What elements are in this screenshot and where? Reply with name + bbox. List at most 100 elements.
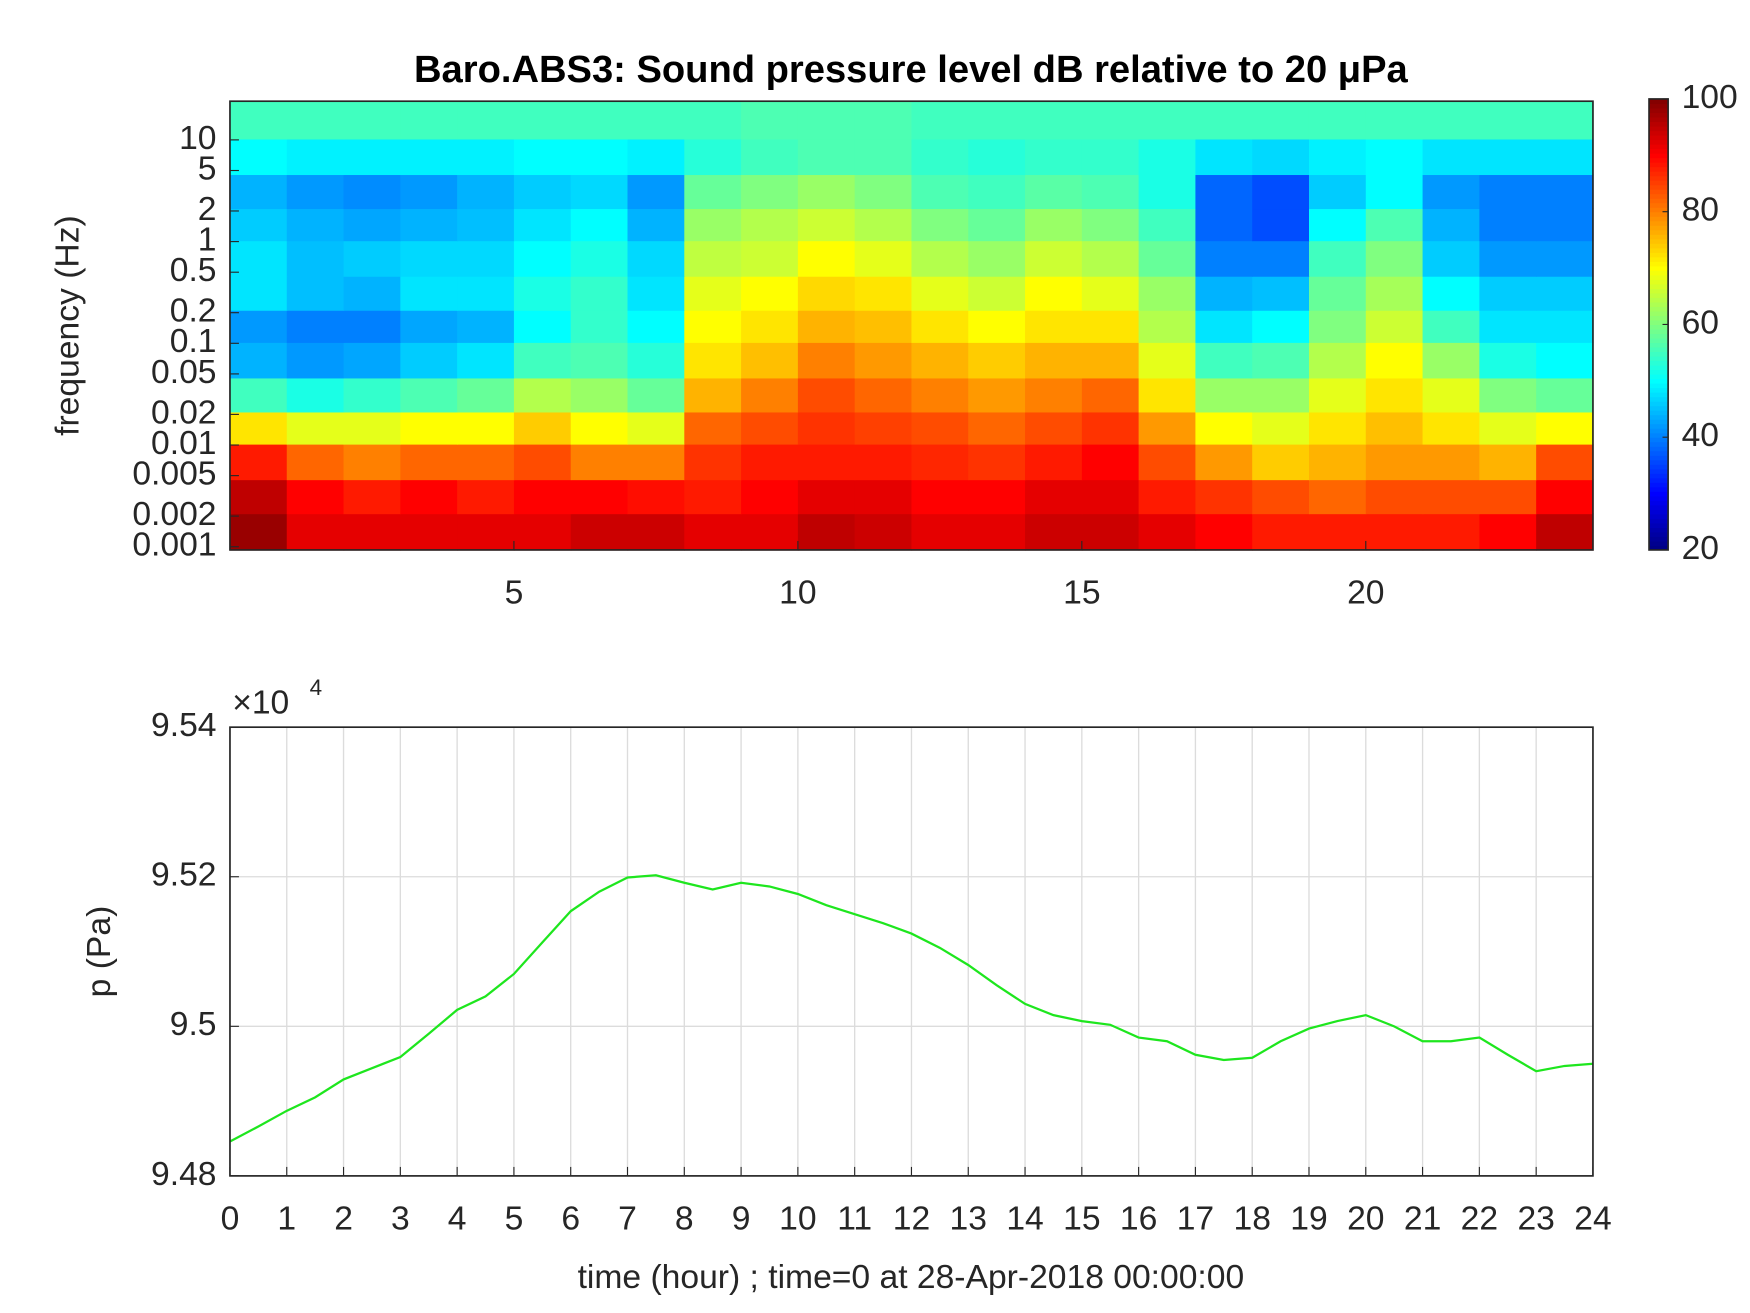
heat-cell <box>1479 310 1537 343</box>
heat-cell <box>1308 513 1367 551</box>
colorbar-swatch <box>1649 410 1669 416</box>
heat-cell <box>1025 411 1083 445</box>
heat-cell <box>1025 443 1083 481</box>
heat-cell <box>1138 208 1197 242</box>
heat-cell <box>400 208 458 242</box>
heat-cell <box>286 310 345 343</box>
heat-cell <box>343 208 402 242</box>
heat-cell <box>1025 240 1083 277</box>
heat-cell <box>229 479 288 515</box>
heat-cell <box>627 208 685 242</box>
heat-cell <box>513 101 572 140</box>
heat-cell <box>854 513 913 551</box>
colorbar-swatch <box>1649 495 1669 501</box>
colorbar-swatch <box>1649 545 1669 551</box>
heat-cell <box>1365 411 1424 445</box>
heat-cell <box>741 138 799 176</box>
heat-cell <box>968 377 1026 413</box>
heat-cell <box>741 513 799 551</box>
heat-cell <box>1138 101 1197 140</box>
heat-cell <box>684 411 742 445</box>
colorbar-swatch <box>1649 207 1669 213</box>
x-tick-label: 10 <box>779 575 816 612</box>
heat-cell <box>1422 411 1481 445</box>
heat-cell <box>286 513 345 551</box>
colorbar-swatch <box>1649 247 1669 253</box>
colorbar-swatch <box>1649 98 1669 105</box>
colorbar-swatch <box>1649 324 1669 330</box>
heat-cell <box>1138 174 1197 210</box>
y-tick-label: 2 <box>198 191 217 228</box>
colorbar-swatch <box>1649 378 1669 384</box>
heat-cell <box>1422 174 1481 210</box>
heat-cell <box>400 240 458 277</box>
heat-cell <box>1365 240 1424 277</box>
colorbar-swatch <box>1649 319 1669 326</box>
colorbar-swatch <box>1649 509 1669 515</box>
heat-cell <box>1025 276 1083 311</box>
heat-cell <box>286 174 345 210</box>
colorbar-swatch <box>1649 531 1669 537</box>
heat-cell <box>968 443 1026 481</box>
heat-cell <box>570 276 629 311</box>
heat-cell <box>343 513 402 551</box>
y-tick-label: 0.02 <box>151 394 216 431</box>
heat-cell <box>1308 276 1367 311</box>
heat-cell <box>343 411 402 445</box>
colorbar-swatch <box>1649 365 1669 371</box>
heat-cell <box>1138 342 1197 379</box>
heat-cell <box>457 310 515 343</box>
heat-cell <box>400 513 458 551</box>
heat-cell <box>1138 443 1197 481</box>
heat-cell <box>513 377 572 413</box>
heat-cell <box>457 138 515 176</box>
heat-cell <box>1138 513 1197 551</box>
heat-cell <box>1081 174 1140 210</box>
heat-cell <box>1308 240 1367 277</box>
colorbar-swatch <box>1649 337 1669 344</box>
heat-cell <box>286 479 345 515</box>
data-line <box>229 874 1594 1143</box>
heat-cell <box>1536 101 1594 140</box>
heat-cell <box>684 342 742 379</box>
y-tick-label: 0.05 <box>151 354 216 391</box>
heat-cell <box>286 377 345 413</box>
heat-cell <box>1252 377 1310 413</box>
heatmap <box>229 101 1594 551</box>
heat-cell <box>400 342 458 379</box>
heat-cell <box>627 310 685 343</box>
colorbar-swatch <box>1649 130 1669 136</box>
heat-cell <box>684 174 742 210</box>
colorbar-swatch <box>1649 306 1669 312</box>
axis-multiplier: ×10 <box>232 685 289 722</box>
colorbar-swatch <box>1649 135 1669 141</box>
x-tick-label: 14 <box>1006 1201 1043 1238</box>
heat-cell <box>570 208 629 242</box>
colorbar-swatch <box>1649 243 1669 249</box>
colorbar-swatch <box>1649 387 1669 393</box>
heat-cell <box>797 310 856 343</box>
heat-cell <box>229 310 288 343</box>
heat-cell <box>1422 479 1481 515</box>
heat-cell <box>1081 240 1140 277</box>
colorbar-swatch <box>1649 261 1669 267</box>
heat-cell <box>797 342 856 379</box>
x-tick-label: 0 <box>221 1201 240 1238</box>
colorbar-swatch <box>1649 423 1669 429</box>
heat-cell <box>1422 138 1481 176</box>
heat-cell <box>911 174 969 210</box>
colorbar-swatch <box>1649 292 1669 298</box>
heat-cell <box>400 310 458 343</box>
heat-cell <box>1365 479 1424 515</box>
colorbar-swatch <box>1649 437 1669 443</box>
colorbar-swatch <box>1649 360 1669 366</box>
heat-cell <box>1308 138 1367 176</box>
x-tick-label: 5 <box>505 575 524 612</box>
heat-cell <box>1365 101 1424 140</box>
heat-cell <box>968 240 1026 277</box>
heat-cell <box>513 342 572 379</box>
colorbar-swatch <box>1649 405 1669 411</box>
colorbar-swatch <box>1649 477 1669 483</box>
heat-cell <box>1365 342 1424 379</box>
